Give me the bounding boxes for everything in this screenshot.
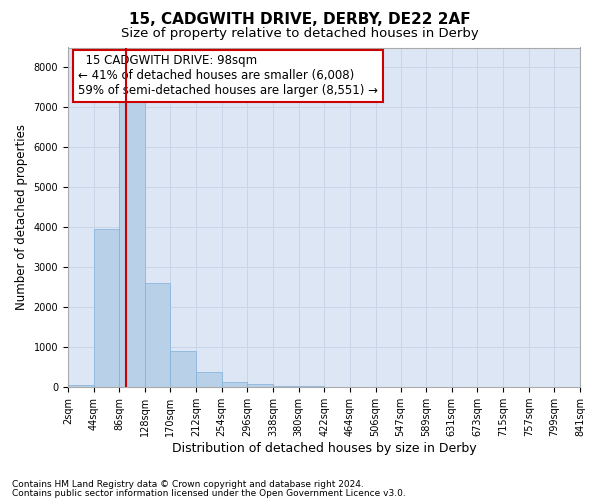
X-axis label: Distribution of detached houses by size in Derby: Distribution of detached houses by size … [172, 442, 476, 455]
Bar [170, 352, 196, 387]
Text: Contains HM Land Registry data © Crown copyright and database right 2024.: Contains HM Land Registry data © Crown c… [12, 480, 364, 489]
Text: Size of property relative to detached houses in Derby: Size of property relative to detached ho… [121, 28, 479, 40]
Text: 15, CADGWITH DRIVE, DERBY, DE22 2AF: 15, CADGWITH DRIVE, DERBY, DE22 2AF [129, 12, 471, 28]
Bar [196, 372, 222, 387]
Bar [222, 382, 247, 387]
Text: Contains public sector information licensed under the Open Government Licence v3: Contains public sector information licen… [12, 488, 406, 498]
Bar [247, 384, 273, 387]
Bar [94, 230, 119, 387]
Text: 15 CADGWITH DRIVE: 98sqm  
← 41% of detached houses are smaller (6,008)
59% of s: 15 CADGWITH DRIVE: 98sqm ← 41% of detach… [78, 54, 378, 98]
Bar [145, 284, 170, 387]
Bar [68, 385, 94, 387]
Bar [299, 386, 324, 387]
Y-axis label: Number of detached properties: Number of detached properties [15, 124, 28, 310]
Bar [119, 88, 145, 387]
Bar [273, 386, 299, 387]
